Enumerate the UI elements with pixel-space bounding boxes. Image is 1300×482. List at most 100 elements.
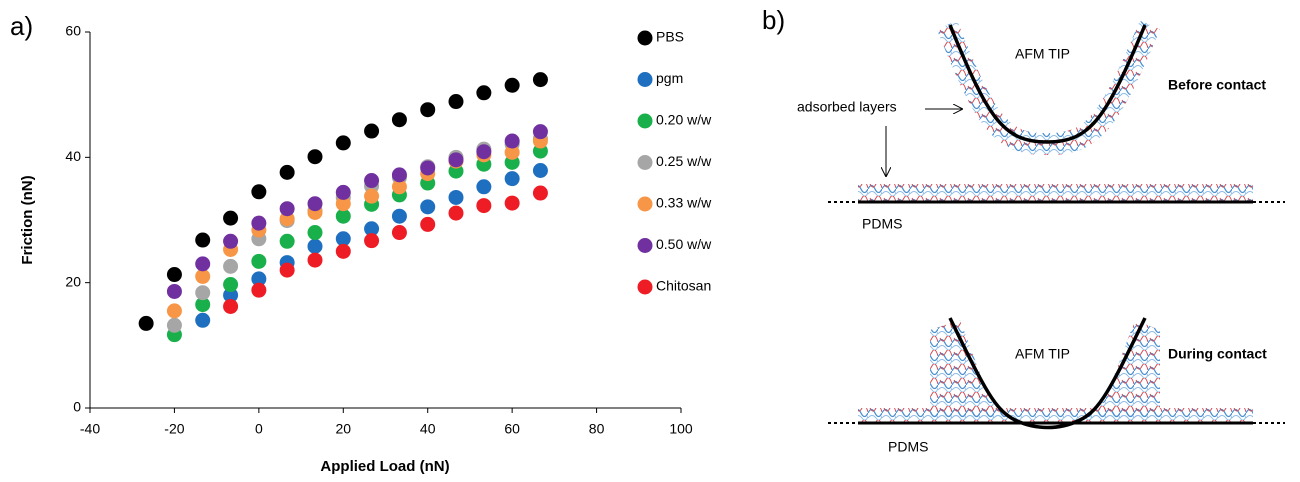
legend-marker: [637, 72, 653, 87]
point: [195, 232, 211, 248]
point: [476, 198, 492, 214]
point: [420, 216, 436, 232]
point: [532, 124, 548, 140]
point: [335, 135, 351, 151]
point: [391, 179, 407, 195]
y-tick-label: 0: [73, 399, 81, 415]
point: [391, 167, 407, 183]
panel-label: b): [762, 5, 785, 35]
point: [504, 133, 520, 149]
point: [166, 303, 182, 319]
point: [391, 208, 407, 224]
point: [448, 94, 464, 110]
x-tick-label: 20: [335, 421, 351, 437]
point: [279, 262, 295, 278]
adsorbed-layer: [1085, 320, 1160, 420]
x-tick-label: 0: [255, 421, 263, 437]
point: [476, 179, 492, 195]
legend-marker: [637, 196, 653, 212]
point: [223, 298, 239, 314]
point: [504, 171, 520, 187]
legend-label: 0.25 w/w: [656, 153, 712, 169]
point: [307, 149, 323, 165]
point: [307, 238, 323, 254]
point: [364, 233, 380, 249]
y-tick-label: 20: [65, 273, 81, 289]
x-tick-label: -40: [80, 421, 100, 437]
point: [364, 221, 380, 237]
label: AFM TIP: [1015, 46, 1070, 62]
point: [279, 164, 295, 180]
point: [335, 196, 351, 212]
x-tick-label: 100: [669, 421, 693, 437]
label: AFM TIP: [1015, 346, 1070, 362]
point: [335, 184, 351, 200]
point: [307, 225, 323, 241]
adsorbed-layer: [936, 20, 1161, 156]
point: [307, 196, 323, 212]
point: [364, 188, 380, 204]
point: [532, 185, 548, 201]
point: [532, 72, 548, 88]
label: adsorbed layers: [797, 99, 897, 115]
point: [391, 225, 407, 241]
point: [476, 85, 492, 101]
point: [166, 267, 182, 283]
label: PDMS: [888, 439, 928, 455]
point: [448, 189, 464, 205]
y-tick-label: 40: [65, 148, 81, 164]
point: [223, 277, 239, 293]
point: [195, 312, 211, 328]
legend-label: pgm: [656, 70, 683, 86]
legend-label: PBS: [656, 29, 684, 45]
afm-tip: [948, 317, 1147, 430]
label: During contact: [1168, 346, 1267, 362]
point: [223, 233, 239, 249]
point: [391, 112, 407, 128]
point: [279, 201, 295, 217]
adsorbed-layer: [858, 184, 1253, 201]
legend-marker: [637, 155, 653, 170]
legend-marker: [637, 279, 653, 295]
point: [448, 205, 464, 221]
point: [251, 282, 267, 298]
point: [195, 285, 211, 301]
point: [420, 160, 436, 176]
point: [532, 162, 548, 178]
point: [279, 233, 295, 249]
point: [166, 317, 182, 333]
diagram: AFM TIP Before contact adsorbed layers P…: [797, 20, 1285, 455]
point: [251, 215, 267, 231]
point: [251, 184, 267, 200]
point: [138, 315, 154, 331]
legend-marker: [637, 238, 653, 253]
point: [504, 144, 520, 160]
point: [223, 258, 239, 274]
point: [504, 77, 520, 93]
legend-marker: [637, 30, 653, 46]
point: [364, 123, 380, 139]
point: [166, 283, 182, 299]
point: [223, 210, 239, 226]
point: [448, 152, 464, 168]
point: [251, 271, 267, 287]
legend-marker: [637, 113, 653, 129]
adsorbed-layer: [858, 408, 1253, 422]
point: [420, 102, 436, 118]
point: [335, 208, 351, 224]
label: PDMS: [862, 216, 902, 232]
point: [307, 252, 323, 268]
legend-label: 0.33 w/w: [656, 195, 712, 211]
point: [420, 199, 436, 215]
y-tick-label: 60: [65, 23, 81, 39]
point: [476, 144, 492, 160]
x-tick-label: 40: [420, 421, 436, 437]
point: [223, 287, 239, 303]
panel-label: a): [10, 11, 33, 41]
legend-label: 0.50 w/w: [656, 236, 712, 252]
x-axis-label: Applied Load (nN): [320, 458, 449, 475]
x-tick-label: -20: [164, 421, 184, 437]
label: Before contact: [1168, 77, 1266, 93]
x-tick-label: 60: [504, 421, 520, 437]
